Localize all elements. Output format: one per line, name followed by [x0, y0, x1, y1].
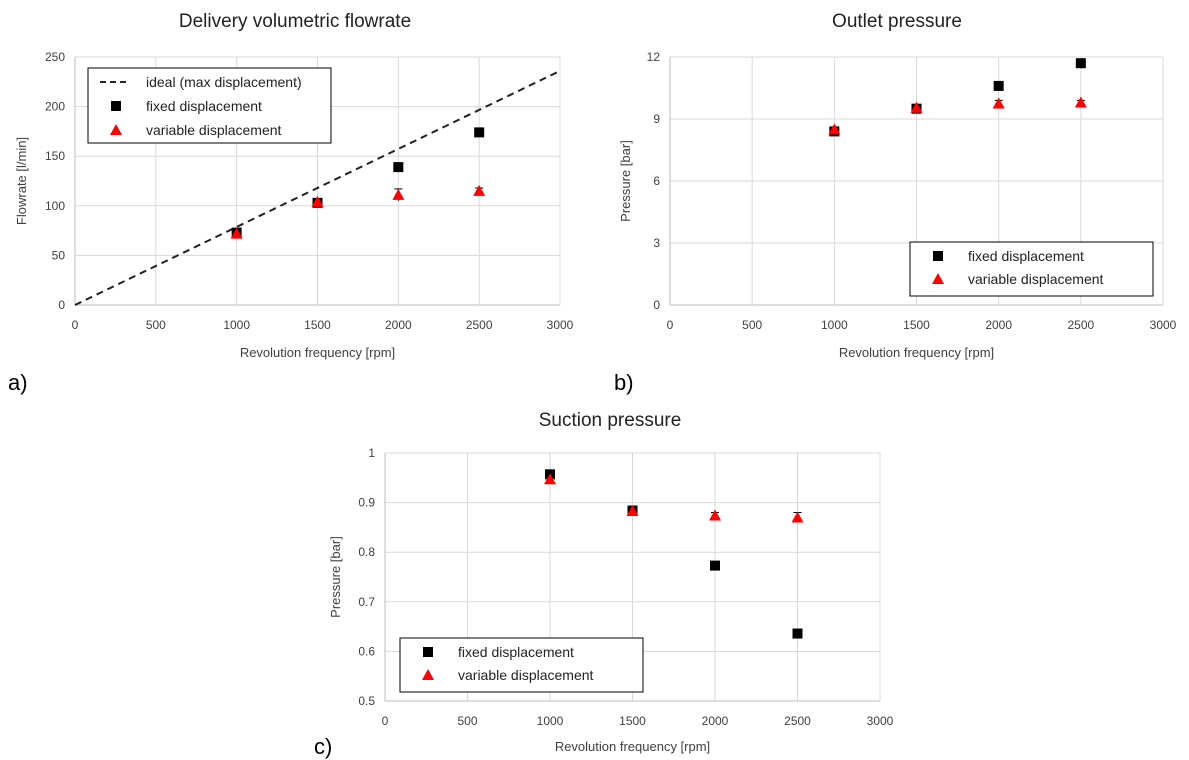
chart-suction-pressure: 0 500 1000 1500 2000 2500 3000 0.5 0.6 0.7 0.8 0.9 1… — [328, 410, 894, 754]
x-tick-label: 500 — [146, 318, 166, 332]
variable-point — [311, 195, 324, 207]
legend-box — [909, 241, 1154, 297]
panel-c: 0 500 1000 1500 2000 2500 3000 0.5 0.6 0.7 0.8 0.9 1… — [300, 400, 900, 760]
y-tick-label: 0.5 — [358, 694, 375, 708]
x-tick-label: 1000 — [537, 714, 564, 728]
legend-swatch-variable — [932, 273, 944, 284]
legend-swatch-variable — [422, 669, 434, 680]
y-axis-title: Flowrate [l/min] — [14, 137, 29, 225]
legend-swatch-fixed — [111, 101, 121, 111]
variable-point — [544, 473, 556, 485]
chart-title: Delivery volumetric flowrate — [179, 11, 411, 32]
chart-title: Suction pressure — [539, 410, 682, 431]
y-tick-label: 1 — [368, 446, 375, 460]
x-tick-label: 1000 — [223, 318, 250, 332]
variable-point — [626, 505, 639, 517]
y-tick-label: 0.6 — [358, 644, 375, 658]
x-tick-label: 3000 — [1150, 318, 1177, 332]
legend-entry: fixed displacement — [968, 248, 1084, 264]
x-tick-label: 1500 — [619, 714, 646, 728]
y-axis-title: Pressure [bar] — [328, 536, 343, 618]
legend-entry: variable displacement — [458, 667, 594, 683]
legend-entry: variable displacement — [968, 271, 1104, 287]
y-tick-label: 3 — [653, 236, 660, 250]
fixed-point — [710, 560, 720, 571]
x-tick-label: 0 — [667, 318, 674, 332]
legend-swatch-fixed — [423, 647, 433, 657]
x-axis-title: Revolution frequency [rpm] — [555, 739, 710, 754]
fixed-point — [1075, 58, 1086, 69]
panel-label-c: c) — [314, 734, 333, 759]
x-axis-title: Revolution frequency [rpm] — [839, 345, 994, 360]
x-tick-label: 0 — [72, 318, 79, 332]
y-tick-label: 0.8 — [358, 545, 375, 559]
x-tick-label: 1500 — [304, 318, 331, 332]
variable-point — [828, 123, 841, 135]
chart-title: Outlet pressure — [832, 11, 962, 32]
y-tick-label: 200 — [45, 100, 65, 114]
x-tick-label: 2500 — [466, 318, 493, 332]
y-axis-title: Pressure [bar] — [618, 140, 633, 222]
legend-entry: variable displacement — [146, 122, 282, 138]
variable-point — [709, 509, 721, 521]
x-tick-label: 1500 — [903, 318, 930, 332]
y-tick-label: 9 — [653, 112, 660, 126]
variable-point — [392, 188, 405, 200]
x-tick-label: 3000 — [867, 714, 894, 728]
chart-outlet-pressure: 0 500 1000 1500 2000 2500 3000 0 3 6 9 12 Outlet pre… — [618, 11, 1177, 360]
legend-swatch-fixed — [933, 251, 943, 261]
x-tick-label: 0 — [382, 714, 389, 728]
variable-point — [791, 511, 804, 523]
legend-entry: fixed displacement — [458, 644, 574, 660]
legend-swatch-variable — [110, 124, 122, 135]
x-tick-label: 1000 — [821, 318, 848, 332]
y-tick-label: 12 — [647, 50, 661, 64]
x-axis-title: Revolution frequency [rpm] — [240, 345, 395, 360]
x-tick-label: 2500 — [784, 714, 811, 728]
fixed-point — [474, 127, 485, 138]
legend-entry: ideal (max displacement) — [146, 74, 302, 90]
variable-point — [910, 101, 923, 113]
x-tick-label: 2000 — [702, 714, 729, 728]
variable-point — [992, 97, 1005, 109]
y-tick-label: 250 — [45, 50, 65, 64]
variable-point — [1074, 96, 1087, 108]
panel-label-b: b) — [614, 370, 634, 395]
y-tick-label: 150 — [45, 149, 65, 163]
y-tick-label: 0.7 — [358, 595, 375, 609]
x-tick-label: 2000 — [385, 318, 412, 332]
y-tick-label: 0 — [653, 298, 660, 312]
x-tick-label: 3000 — [547, 318, 574, 332]
legend-box — [87, 67, 332, 144]
fixed-point — [792, 628, 803, 639]
fixed-point — [993, 80, 1004, 91]
variable-point — [230, 227, 243, 239]
panel-a: 0 500 1000 1500 2000 2500 3000 0 50 100 150 200 250 D… — [0, 0, 600, 400]
legend-entry: fixed displacement — [146, 98, 262, 114]
x-tick-label: 500 — [457, 714, 477, 728]
y-tick-label: 100 — [45, 199, 65, 213]
variable-point — [473, 184, 486, 196]
x-tick-label: 2500 — [1067, 318, 1094, 332]
ideal-line — [74, 69, 561, 306]
panel-label-a: a) — [8, 370, 28, 395]
chart-flowrate: 0 500 1000 1500 2000 2500 3000 0 50 100 150 200 250 D… — [14, 11, 574, 360]
y-tick-label: 6 — [653, 174, 660, 188]
y-tick-label: 0.9 — [358, 496, 375, 510]
legend-box — [399, 637, 644, 693]
panel-b: 0 500 1000 1500 2000 2500 3000 0 3 6 9 12 Outlet pre… — [600, 0, 1189, 400]
y-tick-label: 50 — [52, 248, 66, 262]
fixed-point — [393, 162, 404, 173]
x-tick-label: 500 — [742, 318, 762, 332]
y-tick-label: 0 — [58, 298, 65, 312]
x-tick-label: 2000 — [985, 318, 1012, 332]
